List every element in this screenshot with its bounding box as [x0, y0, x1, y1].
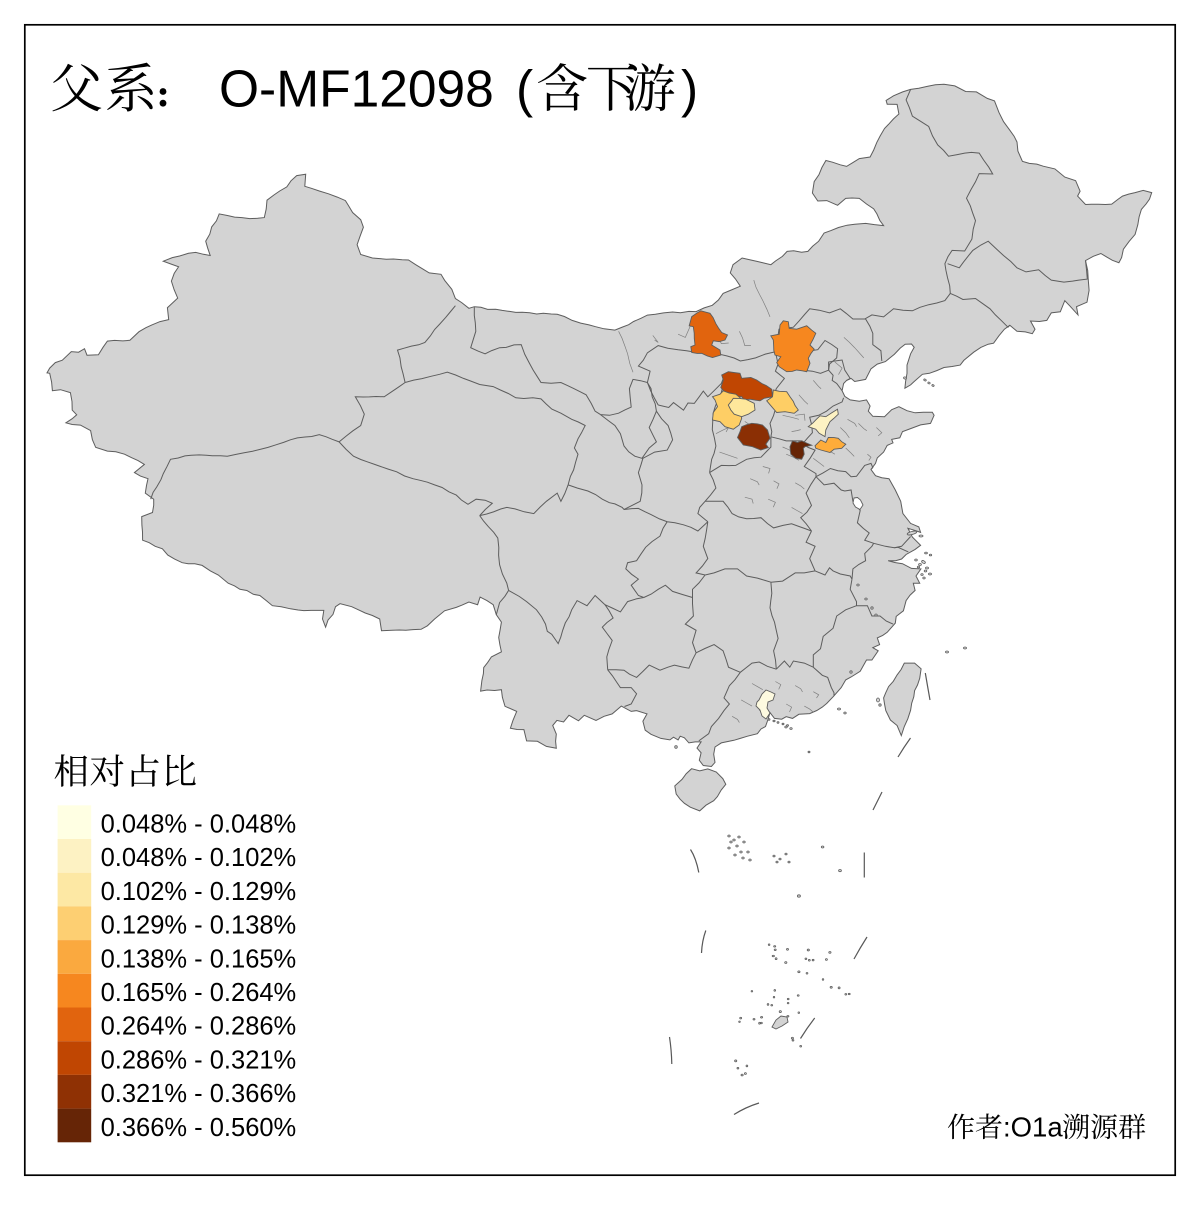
svg-text:0.264% - 0.286%: 0.264% - 0.286% [101, 1013, 297, 1041]
svg-text:0.366% - 0.560%: 0.366% - 0.560% [101, 1114, 297, 1142]
svg-text:0.321% - 0.366%: 0.321% - 0.366% [101, 1080, 297, 1108]
svg-text:0.048% - 0.048%: 0.048% - 0.048% [101, 811, 297, 839]
svg-text:0.138% - 0.165%: 0.138% - 0.165% [101, 945, 297, 973]
svg-text:0.048% - 0.102%: 0.048% - 0.102% [101, 844, 297, 872]
svg-text:): ) [681, 60, 698, 118]
svg-text:0.286% - 0.321%: 0.286% - 0.321% [101, 1046, 297, 1074]
svg-text:0.102% - 0.129%: 0.102% - 0.129% [101, 878, 297, 906]
svg-text:0.129% - 0.138%: 0.129% - 0.138% [101, 912, 297, 940]
svg-text::O1a: :O1a [1003, 1112, 1063, 1143]
svg-text:0.165% - 0.264%: 0.165% - 0.264% [101, 979, 297, 1007]
svg-text:O-MF12098: O-MF12098 [219, 60, 494, 118]
svg-text:(: ( [516, 60, 533, 118]
